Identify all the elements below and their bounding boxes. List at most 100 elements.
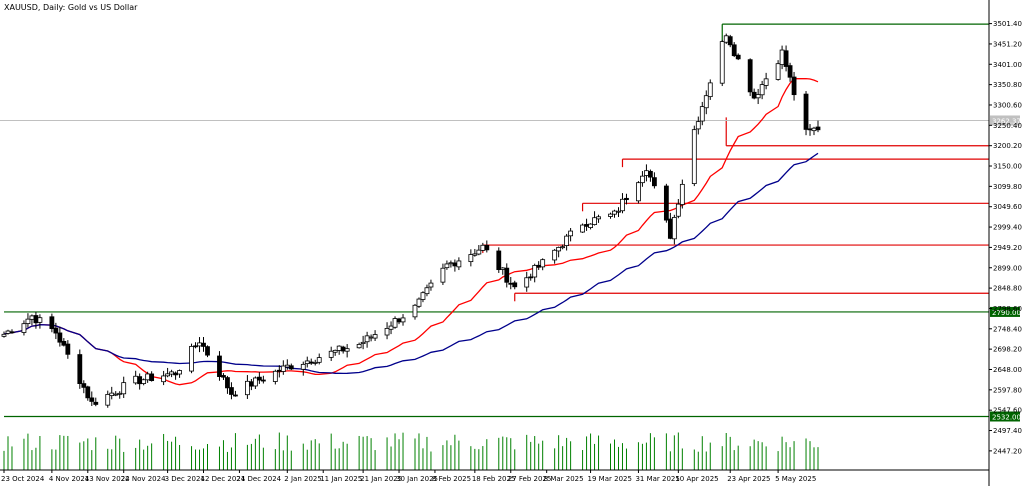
candle [21,320,27,336]
candle [803,91,809,136]
date-tick-label: 5 May 2025 [775,475,816,483]
candle [791,71,797,101]
candle [568,228,574,242]
candle [372,330,378,341]
candle [528,273,534,281]
date-tick-label: 22 Nov 2024 [121,475,166,483]
candle [444,260,450,270]
price-level[interactable]: 2532.00 [4,411,1021,422]
date-tick-label: 13 Nov 2024 [85,475,130,483]
candle [141,378,147,386]
candle [300,361,306,376]
candle [121,376,127,398]
price-level[interactable]: 2790.00 [4,306,1021,317]
candle [340,345,346,354]
price-tick-label: 3451.20 [993,40,1022,48]
current-price-badge [990,115,1020,126]
candle [775,60,781,81]
candle [707,79,713,100]
candle [332,349,338,356]
candle [364,331,370,348]
candle [484,240,490,253]
candle [89,391,95,407]
candle [1,331,7,338]
price-tick-label: 3300.60 [993,101,1022,109]
date-tick-label: 23 Oct 2024 [1,475,45,483]
candle [280,360,286,375]
candle [336,345,342,355]
candle [588,223,593,230]
price-tick-label: 2597.80 [993,386,1022,394]
candle [65,340,71,359]
candle [472,248,478,257]
candle [636,181,641,204]
candle [496,247,502,273]
candle [452,259,458,272]
price-tick-label: 2648.00 [993,366,1022,374]
candle [384,322,390,340]
candle [524,271,530,292]
date-tick-label: 31 Mar 2025 [635,475,679,483]
candle [9,329,15,334]
candle [256,372,262,384]
price-level[interactable] [621,158,989,168]
price-tick-label: 3501.40 [993,20,1022,28]
candle [344,344,350,358]
candle [532,263,538,283]
candle [248,379,254,391]
candle [165,367,170,378]
candle [763,72,769,90]
price-level[interactable] [721,23,989,49]
candle [564,233,570,251]
candle [245,375,250,399]
price-level[interactable] [514,292,989,302]
price-tick-label: 2949.20 [993,244,1022,252]
candle [612,209,617,218]
candle [61,338,67,347]
candle [201,337,206,352]
candle [288,363,294,371]
candle [388,321,394,335]
candle [424,284,430,297]
candle [49,313,55,333]
candle [552,248,558,264]
date-tick-label: 19 Mar 2025 [588,475,632,483]
date-tick-label: 2 Jan 2025 [284,475,322,483]
date-tick-label: 23 Apr 2025 [727,475,770,483]
price-tick-label: 2848.80 [993,285,1022,293]
candle [620,193,625,214]
candle [272,369,278,385]
candle [504,263,510,288]
date-tick-label: 8 Mar 2025 [544,475,584,483]
candle [759,80,765,100]
price-tick-label: 2497.40 [993,427,1022,435]
candle [663,183,669,223]
candle [316,353,322,365]
candle [536,261,542,270]
candle [312,359,318,366]
price-tick-label: 3099.80 [993,183,1022,191]
candle [480,242,486,252]
candle [77,349,83,389]
candle [671,214,677,245]
candle [416,297,422,308]
candle [173,371,178,380]
candle [695,116,701,135]
candle [616,207,621,218]
candle [133,370,139,385]
candle [400,314,406,326]
candle [117,391,123,399]
volume-bars [3,432,819,470]
candles [1,33,821,408]
candle [93,397,99,407]
level-lines: 2790.00 2532.00 3262.37 [0,23,1021,422]
candle [679,179,685,209]
candle [53,322,59,340]
candle [500,267,506,275]
price-level[interactable] [725,117,989,147]
candle [652,172,657,189]
price-level[interactable] [581,202,989,212]
date-tick-label: 3 Dec 2024 [165,475,206,483]
candle [667,212,673,240]
